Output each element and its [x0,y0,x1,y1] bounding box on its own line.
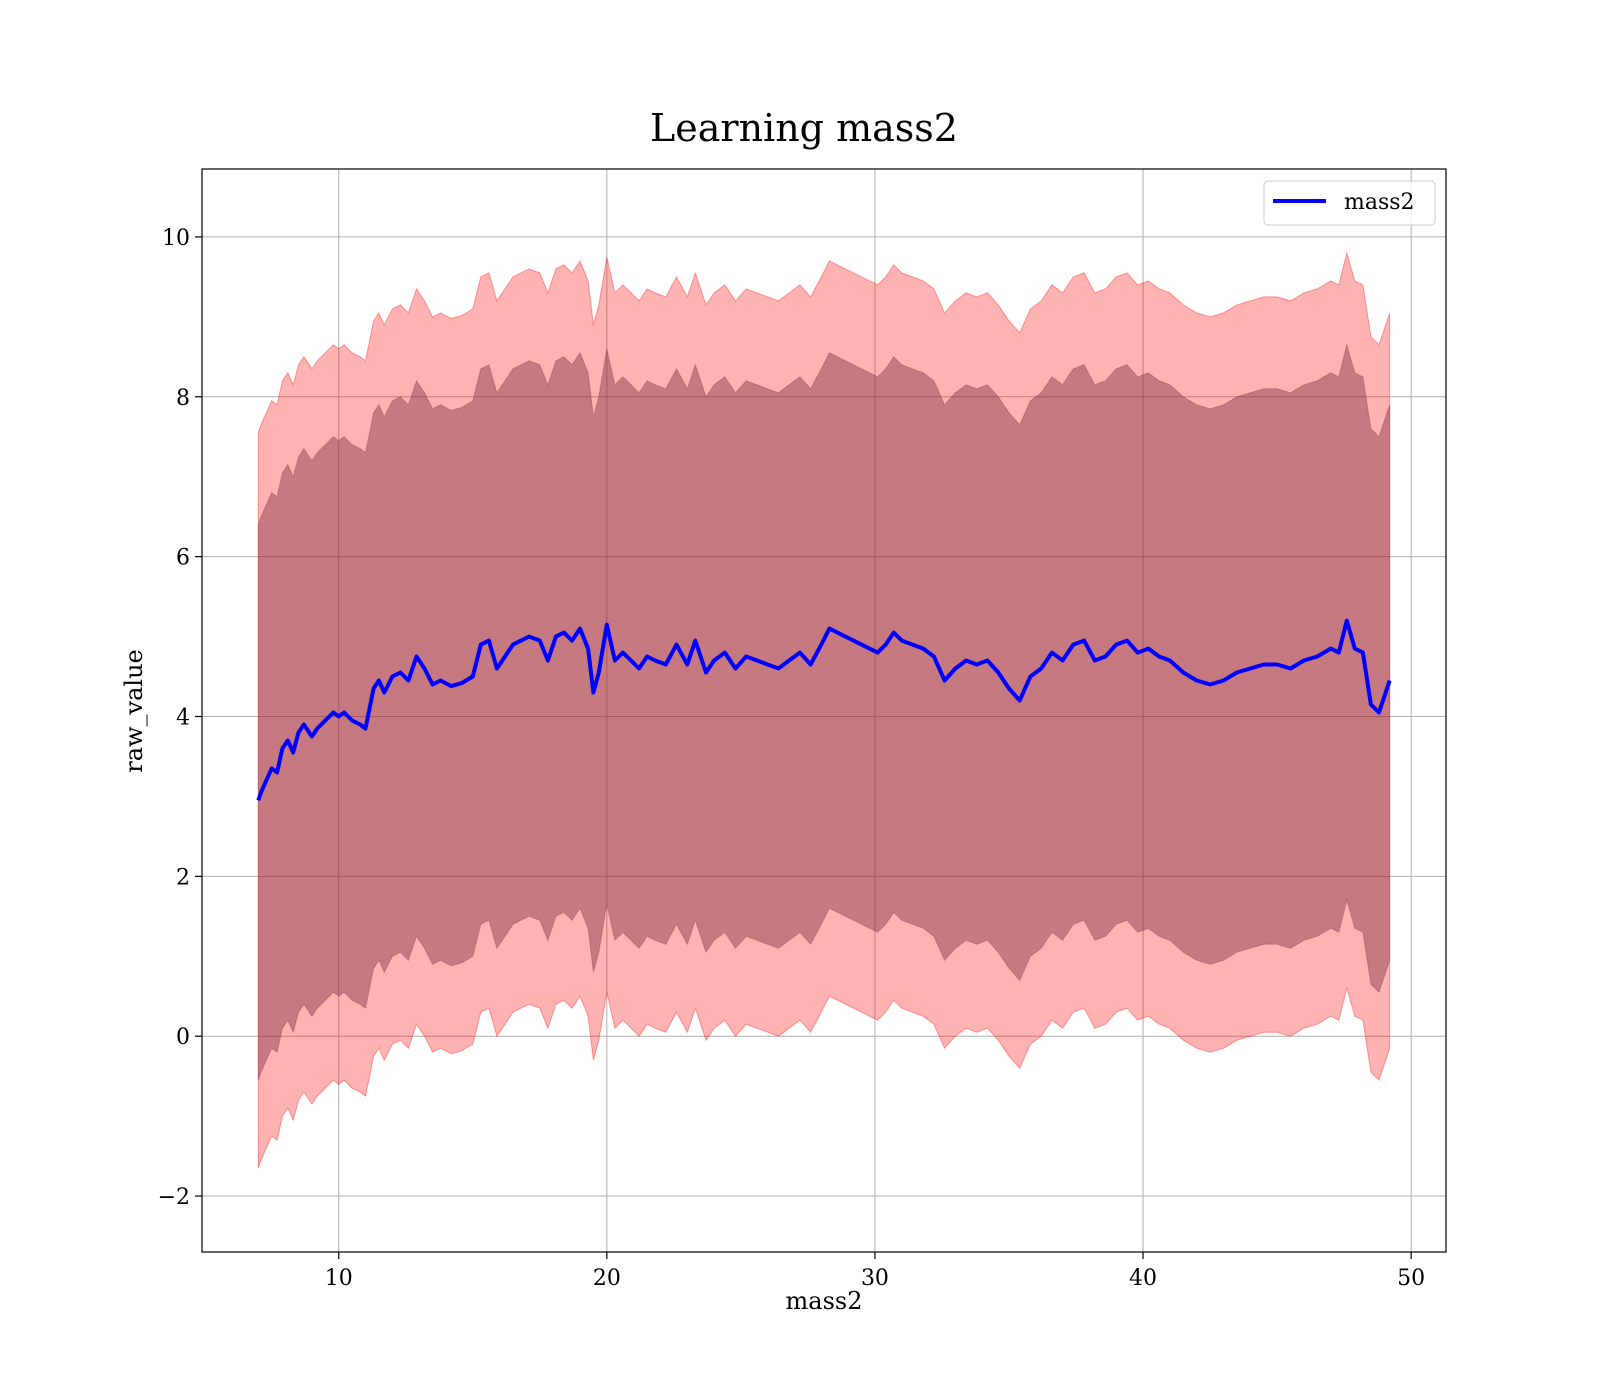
x-axis-ticks: 10 20 30 40 50 [325,1252,1425,1291]
y-tick-label: 0 [176,1025,190,1050]
x-tick-label: 10 [325,1266,353,1291]
y-tick-label: 10 [162,226,190,251]
confidence-bands [257,250,1391,1169]
x-tick-label: 30 [861,1266,889,1291]
series-lines [256,618,1392,802]
inner-band-area [257,342,1391,1081]
y-axis-ticks: −2 0 2 4 6 8 10 [158,226,202,1210]
axes-frame [201,168,1447,1253]
y-tick-label: 2 [176,865,190,890]
y-tick-label: 4 [176,705,190,730]
chart-title: Learning mass2 [650,106,958,150]
y-tick-label: 6 [176,546,190,571]
legend: mass2 [1263,180,1436,226]
series-line-mass2 [256,618,1392,802]
y-tick-label: 8 [176,386,190,411]
y-axis-label: raw_value [120,649,148,773]
y-tick-label: −2 [158,1185,190,1210]
x-tick-label: 50 [1397,1266,1425,1291]
grid-lines [202,169,1446,1252]
legend-label-mass2: mass2 [1344,190,1415,215]
x-tick-label: 20 [593,1266,621,1291]
legend-box [1263,180,1436,226]
x-axis-label: mass2 [786,1287,863,1315]
outer-band-area [257,250,1391,1169]
x-tick-label: 40 [1129,1266,1157,1291]
